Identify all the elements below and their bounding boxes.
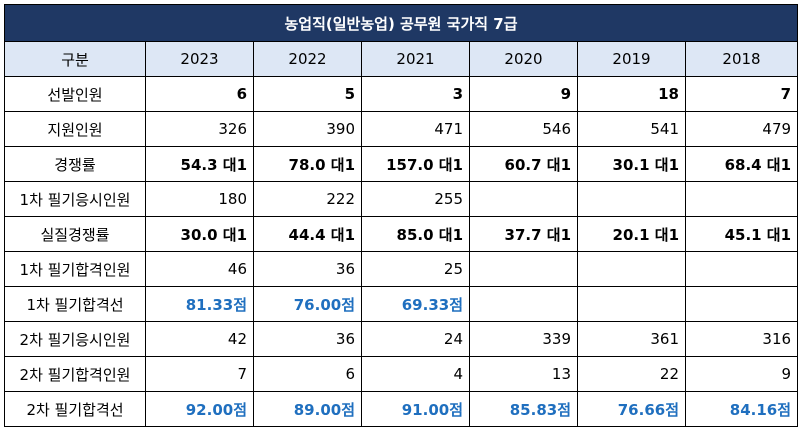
table-cell: 42 [145,321,254,357]
row-label: 지원인원 [4,111,146,147]
table-cell: 36 [253,251,362,287]
table-cell: 69.33점 [361,286,470,322]
table-cell: 9 [684,356,799,392]
row-label: 2차 필기응시인원 [4,321,146,357]
table-cell [469,251,578,287]
header-cell-year: 2022 [253,41,362,77]
table-cell: 4 [361,356,470,392]
table-cell: 78.0 대1 [253,146,362,182]
table-cell: 5 [253,76,362,112]
table-cell: 541 [577,111,686,147]
table-cell: 13 [469,356,578,392]
table-cell: 25 [361,251,470,287]
table-cell: 7 [145,356,254,392]
row-label: 1차 필기응시인원 [4,181,146,217]
table-cell: 361 [577,321,686,357]
table-cell [684,181,799,217]
table-cell [684,251,799,287]
table-cell: 91.00점 [361,391,470,427]
row-label: 2차 필기합격인원 [4,356,146,392]
table-row: 선발인원 6 5 3 9 18 7 [4,76,799,112]
table-row: 2차 필기합격선 92.00점 89.00점 91.00점 85.83점 76.66점 84… [4,391,799,427]
table-cell: 44.4 대1 [253,216,362,252]
table-cell: 76.00점 [253,286,362,322]
table-row: 2차 필기합격인원 7 6 4 13 22 9 [4,356,799,392]
table-cell: 316 [684,321,799,357]
table-cell: 76.66점 [577,391,686,427]
table-row: 실질경쟁률 30.0 대1 44.4 대1 85.0 대1 37.7 대1 20.1 대1… [4,216,799,252]
table-cell: 479 [684,111,799,147]
table-cell [577,181,686,217]
table-cell: 255 [361,181,470,217]
table-cell: 46 [145,251,254,287]
table-cell: 471 [361,111,470,147]
table-cell: 30.0 대1 [145,216,254,252]
table-cell: 92.00점 [145,391,254,427]
table-cell: 30.1 대1 [577,146,686,182]
table-cell: 60.7 대1 [469,146,578,182]
row-label: 1차 필기합격선 [4,286,146,322]
table-cell: 22 [577,356,686,392]
table-row: 1차 필기합격인원 46 36 25 [4,251,799,287]
header-cell-year: 2023 [145,41,254,77]
table-cell: 180 [145,181,254,217]
table-cell: 326 [145,111,254,147]
table-cell: 222 [253,181,362,217]
table-row: 1차 필기합격선 81.33점 76.00점 69.33점 [4,286,799,322]
table-cell [577,286,686,322]
table-cell: 9 [469,76,578,112]
table-row: 2차 필기응시인원 42 36 24 339 361 316 [4,321,799,357]
table-cell: 7 [684,76,799,112]
table-cell: 157.0 대1 [361,146,470,182]
table-cell: 45.1 대1 [684,216,799,252]
table-cell [469,181,578,217]
stats-table: 농업직(일반농업) 공무원 국가직 7급 구분 2023 2022 2021 2… [3,4,799,427]
table-cell: 546 [469,111,578,147]
row-label: 선발인원 [4,76,146,112]
table-cell: 89.00점 [253,391,362,427]
row-label: 경쟁률 [4,146,146,182]
table-cell: 84.16점 [684,391,799,427]
row-label: 1차 필기합격인원 [4,251,146,287]
table-row: 1차 필기응시인원 180 222 255 [4,181,799,217]
table-cell: 6 [145,76,254,112]
table-cell: 54.3 대1 [145,146,254,182]
table-cell: 36 [253,321,362,357]
table-title: 농업직(일반농업) 공무원 국가직 7급 [3,4,799,42]
header-cell-year: 2019 [577,41,686,77]
header-cell-year: 2018 [684,41,799,77]
table-cell [684,286,799,322]
table-cell: 24 [361,321,470,357]
row-label: 실질경쟁률 [4,216,146,252]
header-cell-year: 2020 [469,41,578,77]
table-cell: 85.0 대1 [361,216,470,252]
row-label: 2차 필기합격선 [4,391,146,427]
header-cell-year: 2021 [361,41,470,77]
table-cell [469,286,578,322]
table-cell: 18 [577,76,686,112]
table-cell: 3 [361,76,470,112]
table-cell: 20.1 대1 [577,216,686,252]
header-row: 구분 2023 2022 2021 2020 2019 2018 [4,41,799,77]
table-cell: 68.4 대1 [684,146,799,182]
stats-table-container: 농업직(일반농업) 공무원 국가직 7급 구분 2023 2022 2021 2… [3,4,799,427]
table-cell [577,251,686,287]
table-cell: 37.7 대1 [469,216,578,252]
table-row: 지원인원 326 390 471 546 541 479 [4,111,799,147]
table-cell: 81.33점 [145,286,254,322]
table-row: 경쟁률 54.3 대1 78.0 대1 157.0 대1 60.7 대1 30.1 대1 6… [4,146,799,182]
table-cell: 85.83점 [469,391,578,427]
header-cell-category: 구분 [4,41,146,77]
table-cell: 6 [253,356,362,392]
table-cell: 390 [253,111,362,147]
title-row: 농업직(일반농업) 공무원 국가직 7급 [3,4,799,42]
table-cell: 339 [469,321,578,357]
